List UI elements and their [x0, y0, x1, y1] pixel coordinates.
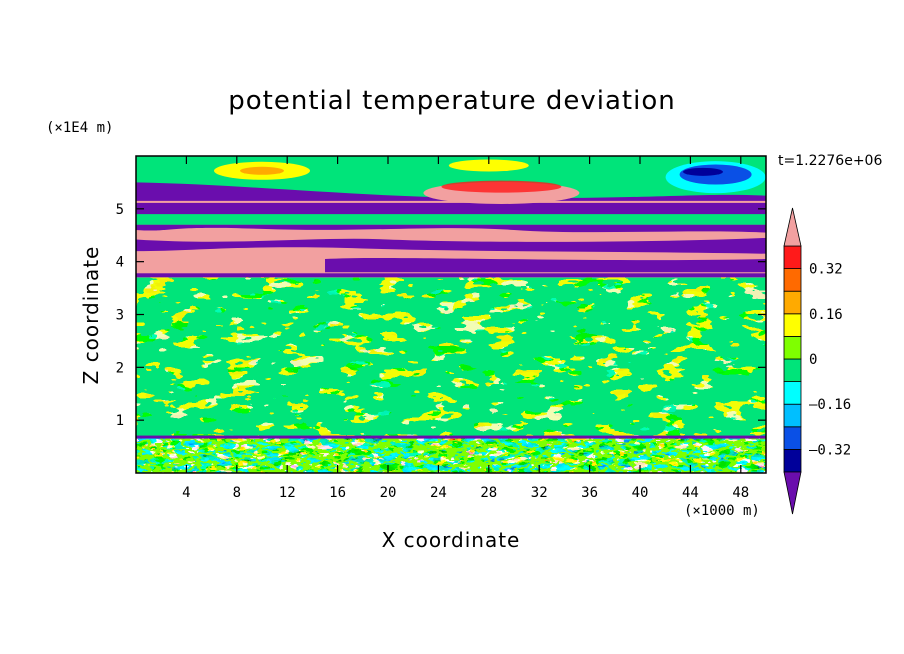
colorbar-segment: [783, 335, 802, 360]
field-navy-blob: [683, 167, 723, 176]
colorbar-segment: [783, 381, 802, 405]
colorbar-tick-label: 0.16: [809, 307, 843, 323]
field-bottom-texture: [136, 437, 766, 473]
colorbar-tick-label: –0.16: [809, 397, 851, 413]
x-axis-ticks: 4 8 12 16 20 24 28 32 36 40 44 48: [182, 156, 749, 501]
y-tick-label: 5: [116, 202, 124, 218]
x-tick-label: 20: [380, 485, 397, 501]
y-tick-label: 1: [116, 413, 124, 429]
colorbar-segment: [783, 290, 802, 315]
field-band-purple: [136, 200, 766, 215]
field-purple-lobe-3: [136, 224, 766, 233]
x-tick-label: 4: [182, 485, 190, 501]
x-tick-label: 24: [430, 485, 447, 501]
field-purple-top: [136, 182, 766, 201]
field-bottom-boundary: [136, 435, 766, 439]
field-orange-blob: [240, 166, 284, 175]
x-tick-label: 36: [581, 485, 598, 501]
colorbar-under-arrow: [783, 471, 802, 515]
field-band-line: [136, 273, 766, 278]
colorbar-segment: [783, 245, 802, 270]
colorbar-segment: [783, 403, 802, 428]
chart-title: potential temperature deviation: [228, 86, 676, 116]
colorbar-segment: [783, 313, 802, 337]
y-tick-label: 3: [116, 308, 124, 324]
y-tick-label: 2: [116, 360, 124, 376]
x-tick-label: 40: [632, 485, 649, 501]
y-tick-label: 4: [116, 255, 124, 271]
x-axis-unit: (×1000 m): [684, 503, 760, 519]
y-axis-ticks: 1 2 3 4 5: [116, 202, 766, 429]
colorbar-tick-label: 0: [809, 352, 817, 368]
field-mid-texture: [136, 277, 766, 438]
field-purple-lobe-1: [136, 237, 766, 254]
x-tick-label: 12: [279, 485, 296, 501]
heatmap-field: [136, 156, 766, 473]
colorbar-segment: [783, 426, 802, 450]
x-tick-label: 48: [732, 485, 749, 501]
colorbar: 0.32 0.16 0 –0.16 –0.32: [783, 207, 851, 515]
x-tick-label: 44: [682, 485, 699, 501]
field-thin-green: [136, 214, 766, 225]
colorbar-segment: [783, 448, 802, 473]
colorbar-tick-label: 0.32: [809, 262, 843, 278]
x-axis-label: X coordinate: [381, 528, 521, 552]
field-yellow-blob-2: [448, 159, 529, 172]
field-red-blob: [441, 180, 562, 193]
x-tick-label: 28: [480, 485, 497, 501]
colorbar-segment: [783, 358, 802, 383]
y-axis-unit: (×1E4 m): [46, 120, 114, 136]
colorbar-segment: [783, 268, 802, 292]
x-tick-label: 8: [233, 485, 241, 501]
field-purple-lobe-2: [325, 257, 766, 273]
colorbar-over-arrow: [783, 207, 802, 247]
time-label: t=1.2276e+06: [778, 153, 883, 169]
x-tick-label: 16: [329, 485, 346, 501]
colorbar-tick-label: –0.32: [809, 442, 851, 458]
x-tick-label: 32: [531, 485, 548, 501]
